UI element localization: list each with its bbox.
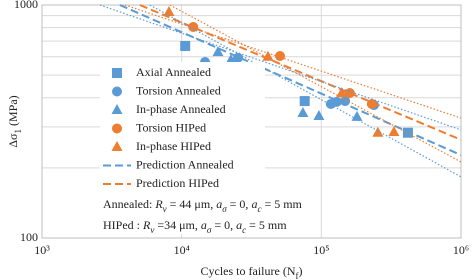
dotted-line <box>169 4 462 163</box>
text-run: c <box>257 204 261 214</box>
text-run: = 0, <box>227 197 252 211</box>
x-axis-label: Cycles to failure (Nf) <box>201 264 303 280</box>
triangle-marker <box>313 109 325 120</box>
y-tick-label: 100 <box>20 230 38 244</box>
triangle-marker <box>225 54 237 65</box>
y-axis-label: Δσ1 (MPa) <box>6 95 23 147</box>
legend-label: Torsion HIPed <box>136 120 206 134</box>
legend-box <box>100 62 265 234</box>
y-tick-label: 1000 <box>14 0 38 11</box>
legend-label: In-phase HIPed <box>136 139 211 153</box>
dotted-line <box>99 4 462 131</box>
triangle-marker <box>351 110 363 121</box>
triangle-marker <box>388 126 400 137</box>
text-run: R <box>142 218 151 232</box>
text-run: σ <box>207 225 212 235</box>
text-run: σ <box>222 204 227 214</box>
text-run: ) <box>298 264 302 278</box>
legend-label: Prediction HIPed <box>136 176 219 190</box>
annotation: Annealed: Rv = 44 μm, aσ = 0, ac = 5 mm <box>103 197 303 214</box>
text-run: HIPed : <box>103 218 143 232</box>
plot-frame <box>41 4 462 239</box>
text-run: =34 μm, <box>154 218 201 232</box>
text-run: c <box>242 225 246 235</box>
circle-marker <box>366 98 377 109</box>
text-run: = 5 mm <box>246 218 287 232</box>
x-tick-label: 10⁶ <box>453 243 469 257</box>
x-tick-label: 10⁴ <box>174 243 190 257</box>
circle-marker <box>275 51 286 62</box>
triangle-marker <box>336 87 348 98</box>
triangle-marker <box>111 141 123 151</box>
text-run: = 5 mm <box>261 197 302 211</box>
text-run: 1 <box>13 129 23 134</box>
text-run: f <box>295 271 298 280</box>
x-tick-label: 10⁵ <box>313 243 329 257</box>
dotted-line <box>124 4 462 119</box>
legend-label: Axial Annealed <box>136 65 211 79</box>
circle-marker <box>112 86 122 97</box>
square-marker <box>112 68 122 78</box>
circle-marker <box>112 123 122 134</box>
legend-label: Prediction Annealed <box>136 157 234 171</box>
text-run: v <box>150 225 154 235</box>
dashed-line <box>119 4 462 156</box>
text-run: = 44 μm, <box>167 197 217 211</box>
x-tick-label: 10³ <box>34 243 50 257</box>
text-run: Δσ <box>6 133 20 148</box>
circle-marker <box>344 88 355 99</box>
legend-label: In-phase Annealed <box>136 102 226 116</box>
text-run: = 0, <box>211 218 236 232</box>
annotation: HIPed : Rv =34 μm, aσ = 0, ac = 5 mm <box>103 218 287 235</box>
text-run: a <box>251 197 257 211</box>
legend-label: Torsion Annealed <box>136 83 221 97</box>
text-run: v <box>163 204 167 214</box>
triangle-marker <box>111 104 123 114</box>
text-run: a <box>236 218 242 232</box>
square-marker <box>180 40 191 51</box>
dashed-line <box>139 4 462 141</box>
triangle-marker <box>372 126 384 137</box>
triangle-marker <box>297 106 309 117</box>
text-run: a <box>216 197 222 211</box>
text-run: Cycles to failure (N <box>201 264 296 278</box>
square-marker <box>299 96 310 107</box>
triangle-marker <box>212 46 224 57</box>
text-run: Annealed: <box>103 197 155 211</box>
text-run: a <box>201 218 207 232</box>
text-run: R <box>154 197 163 211</box>
text-run: (MPa) <box>6 95 20 129</box>
